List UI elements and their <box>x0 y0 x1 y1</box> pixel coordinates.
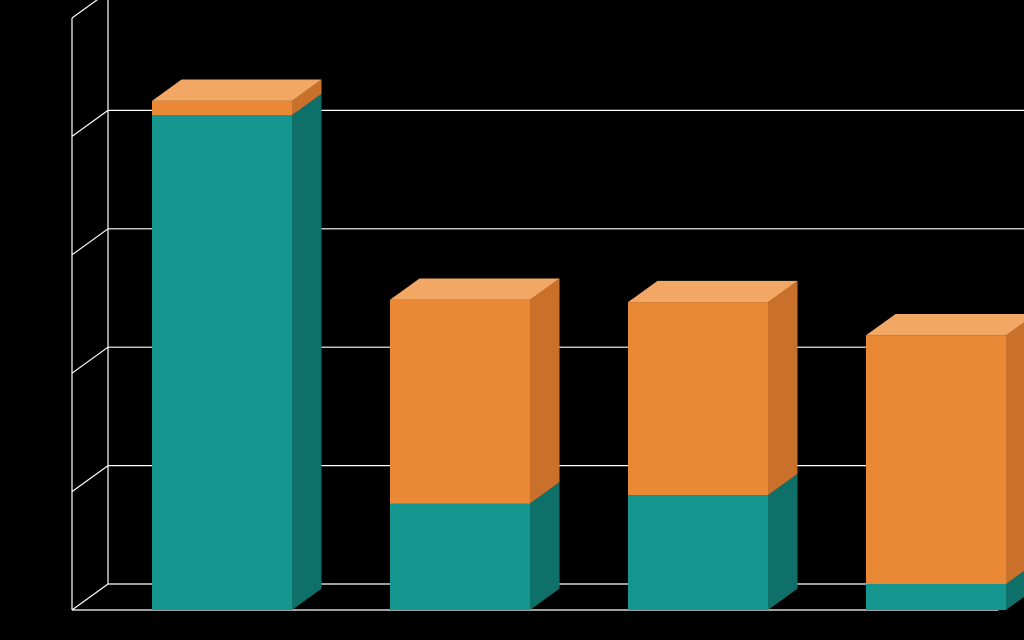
chart-svg <box>0 0 1024 640</box>
chart-container <box>0 0 1024 640</box>
